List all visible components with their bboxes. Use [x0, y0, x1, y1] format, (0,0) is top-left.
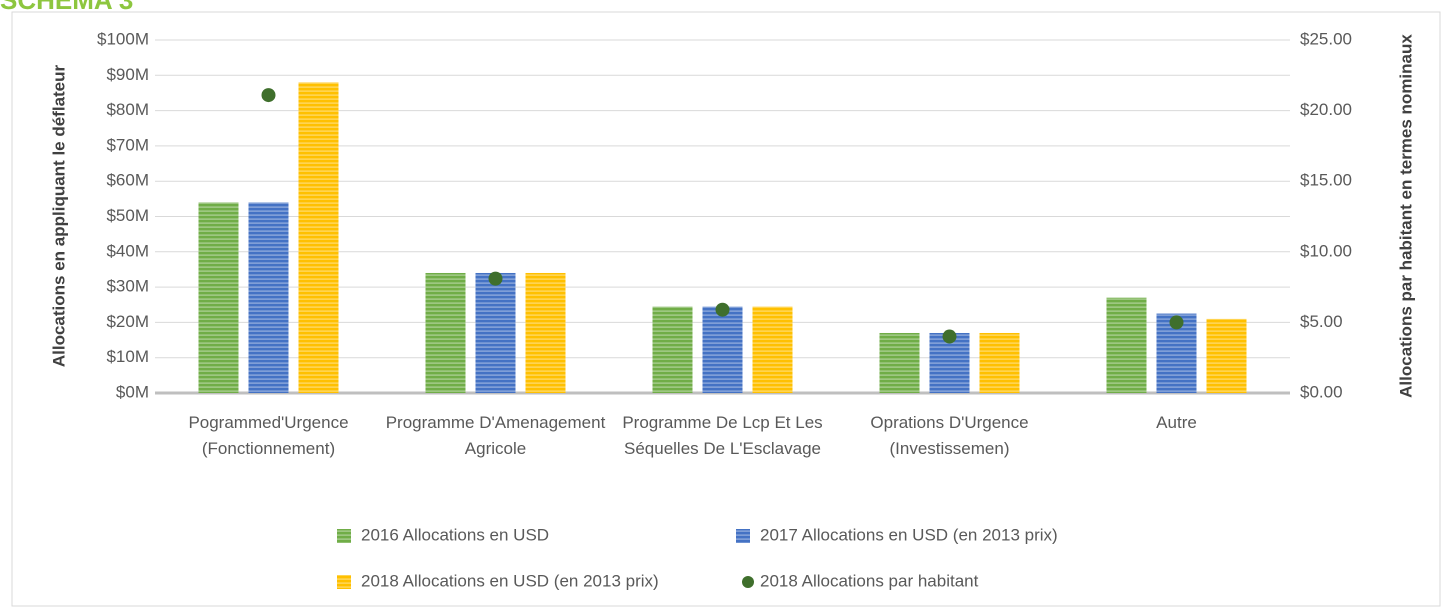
- dot: [942, 329, 957, 344]
- y2-tick-label: $0.00: [1300, 382, 1343, 401]
- y-tick-label: $70M: [106, 135, 149, 154]
- chart-border: [11, 11, 1441, 607]
- y-tick-label: $50M: [106, 206, 149, 225]
- bar: [198, 202, 239, 393]
- bar: [1206, 318, 1247, 393]
- legend-marker: [337, 529, 351, 543]
- bar: [702, 306, 743, 393]
- dot: [715, 302, 730, 317]
- legend-marker: [742, 576, 754, 588]
- y2-axis-label: Allocations par habitant en termes nomin…: [1396, 34, 1415, 398]
- legend-label: 2018 Allocations par habitant: [760, 571, 979, 590]
- x-tick-label: Programme De Lcp Et Les Séquelles De L'E…: [622, 413, 823, 458]
- bar: [1106, 297, 1147, 393]
- y-tick-label: $20M: [106, 312, 149, 331]
- bar: [298, 82, 339, 394]
- legend-label: 2017 Allocations en USD (en 2013 prix): [760, 525, 1058, 544]
- chart-title: SCHEMA 3: [0, 0, 133, 15]
- bar: [979, 332, 1020, 393]
- y2-tick-label: $15.00: [1300, 171, 1352, 190]
- y2-tick-label: $25.00: [1300, 29, 1352, 48]
- legend-label: 2018 Allocations en USD (en 2013 prix): [361, 571, 659, 590]
- y2-tick-label: $20.00: [1300, 100, 1352, 119]
- legend-marker: [736, 529, 750, 543]
- dot: [261, 88, 276, 103]
- y2-tick-label: $10.00: [1300, 241, 1352, 260]
- legend-label: 2016 Allocations en USD: [361, 525, 549, 544]
- y-tick-label: $90M: [106, 65, 149, 84]
- bar: [248, 202, 289, 393]
- y-tick-label: $80M: [106, 100, 149, 119]
- x-tick-label: Autre: [1156, 413, 1197, 432]
- bar: [425, 272, 466, 393]
- y-axis-label: Allocations en appliquant le déflateur: [49, 64, 68, 367]
- y-tick-label: $100M: [97, 29, 149, 48]
- dot: [488, 271, 503, 286]
- bar: [752, 306, 793, 393]
- x-tick-label: Oprations D'Urgence (Investissemen): [870, 413, 1029, 458]
- y-tick-label: $40M: [106, 241, 149, 260]
- y-tick-label: $30M: [106, 277, 149, 296]
- bar: [652, 306, 693, 393]
- x-tick-label: Pogrammed'Urgence (Fonctionnement): [188, 413, 349, 458]
- x-tick-label: Programme D'Amenagement Agricole: [385, 413, 606, 458]
- bar: [475, 272, 516, 393]
- bar: [525, 272, 566, 393]
- legend-marker: [337, 575, 351, 589]
- y2-tick-label: $5.00: [1300, 312, 1343, 331]
- y-tick-label: $10M: [106, 347, 149, 366]
- y-tick-label: $0M: [116, 382, 149, 401]
- bar: [879, 332, 920, 393]
- dot: [1169, 315, 1184, 330]
- y-tick-label: $60M: [106, 171, 149, 190]
